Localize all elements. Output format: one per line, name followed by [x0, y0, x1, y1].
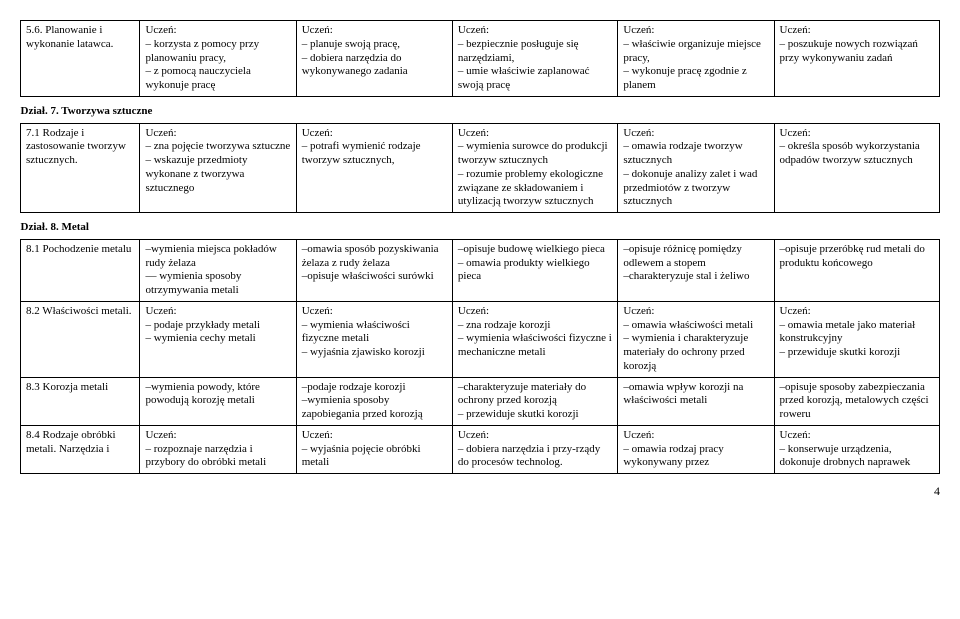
cell: –wymienia miejsca pokładów rudy żelaza— … — [140, 239, 296, 301]
cell: Uczeń:– właściwie organizuje miejsce pra… — [618, 21, 774, 97]
cell: –wymienia powody, które powodują korozję… — [140, 377, 296, 425]
cell: Uczeń:– omawia metale jako materiał kons… — [774, 301, 939, 377]
cell: Uczeń:– potrafi wymienić rodzaje tworzyw… — [296, 123, 452, 213]
cell: –opisuje sposoby zabezpieczania przed ko… — [774, 377, 939, 425]
cell: Uczeń:– podaje przykłady metali– wymieni… — [140, 301, 296, 377]
cell: –podaje rodzaje korozji–wymienia sposoby… — [296, 377, 452, 425]
cell: 8.3 Korozja metali — [21, 377, 140, 425]
cell: Uczeń:– poszukuje nowych rozwiązań przy … — [774, 21, 939, 97]
cell: –opisuje różnicę pomiędzy odlewem a stop… — [618, 239, 774, 301]
page-number: 4 — [20, 474, 940, 499]
cell: Uczeń:– dobiera narzędzia i przy-rządy d… — [452, 425, 617, 473]
cell: Uczeń:– korzysta z pomocy przy planowani… — [140, 21, 296, 97]
cell: Uczeń:– określa sposób wykorzystania odp… — [774, 123, 939, 213]
cell: Uczeń:– omawia rodzaj pracy wykonywany p… — [618, 425, 774, 473]
cell: Uczeń:– zna pojęcie tworzywa sztuczne– w… — [140, 123, 296, 213]
cell: Uczeń:– omawia rodzaje tworzyw sztucznyc… — [618, 123, 774, 213]
cell: 8.2 Właściwości metali. — [21, 301, 140, 377]
cell: Uczeń:– wyjaśnia pojęcie obróbki metali — [296, 425, 452, 473]
cell: Uczeń:– rozpoznaje narzędzia i przybory … — [140, 425, 296, 473]
cell: 8.1 Pochodzenie metalu — [21, 239, 140, 301]
cell: 8.4 Rodzaje obróbki metali. Narzędzia i — [21, 425, 140, 473]
cell: Uczeń:– wymienia właściwości fizyczne me… — [296, 301, 452, 377]
cell: –opisuje budowę wielkiego pieca– omawia … — [452, 239, 617, 301]
cell: Uczeń:– omawia właściwości metali– wymie… — [618, 301, 774, 377]
curriculum-table: 5.6. Planowanie i wykonanie latawca.Ucze… — [20, 20, 940, 474]
cell: Uczeń:– konserwuje urządzenia, dokonuje … — [774, 425, 939, 473]
cell: –charakteryzuje materiały do ochrony prz… — [452, 377, 617, 425]
section-header: Dział. 7. Tworzywa sztuczne — [21, 96, 940, 123]
section-header: Dział. 8. Metal — [21, 213, 940, 240]
cell: Uczeń:– bezpiecznie posługuje się narzęd… — [452, 21, 617, 97]
cell: Uczeń:– zna rodzaje korozji– wymienia wł… — [452, 301, 617, 377]
cell: –omawia sposób pozyskiwania żelaza z rud… — [296, 239, 452, 301]
cell: –omawia wpływ korozji na właściwości met… — [618, 377, 774, 425]
cell: Uczeń:– wymienia surowce do produkcji tw… — [452, 123, 617, 213]
cell: Uczeń:– planuje swoją pracę,– dobiera na… — [296, 21, 452, 97]
cell: 7.1 Rodzaje i zastosowanie tworzyw sztuc… — [21, 123, 140, 213]
cell: –opisuje przeróbkę rud metali do produkt… — [774, 239, 939, 301]
cell: 5.6. Planowanie i wykonanie latawca. — [21, 21, 140, 97]
